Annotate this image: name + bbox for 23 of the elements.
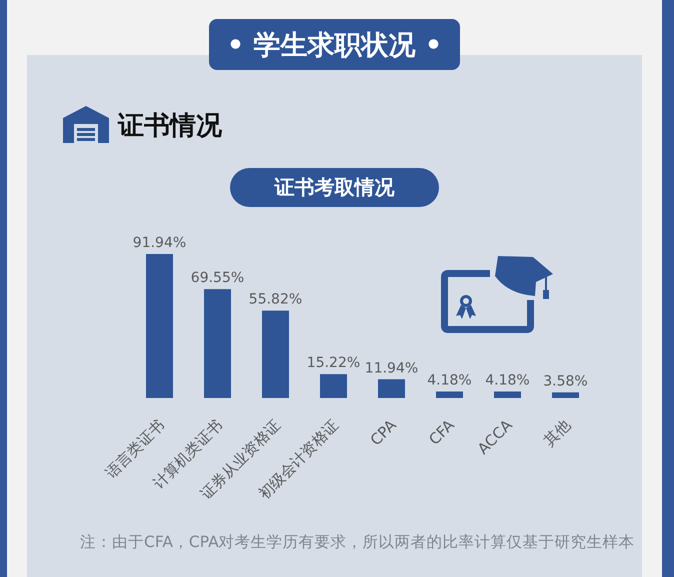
bar (262, 310, 289, 398)
data-label: 3.58% (543, 373, 588, 390)
data-label: 55.82% (248, 292, 302, 308)
text: 注：由于CFA，CPA对考生学历有要求，所以两者的比率计算仅基于研究生样本 (80, 533, 635, 551)
bar (436, 391, 463, 398)
x-tick-label: CFA (425, 416, 458, 449)
bar (552, 392, 579, 398)
data-label: 69.55% (190, 270, 244, 286)
data-label: 91.94% (132, 235, 186, 251)
bar (494, 391, 521, 398)
x-tick-label: 其他 (540, 416, 574, 450)
chart-title: • 学生求职状况 • (226, 28, 442, 62)
bar (204, 289, 231, 398)
data-label: 4.18% (485, 372, 530, 388)
data-label: 15.22% (306, 355, 360, 372)
data-label: 11.94% (364, 360, 418, 376)
data-label: 4.18% (427, 372, 472, 388)
text: 证书考取情况 (274, 174, 394, 201)
chart-subtitle: 证书情况 (118, 111, 222, 141)
bar (146, 254, 173, 398)
bar (378, 379, 405, 398)
x-tick-label: CPA (366, 416, 400, 450)
bar (320, 374, 347, 398)
